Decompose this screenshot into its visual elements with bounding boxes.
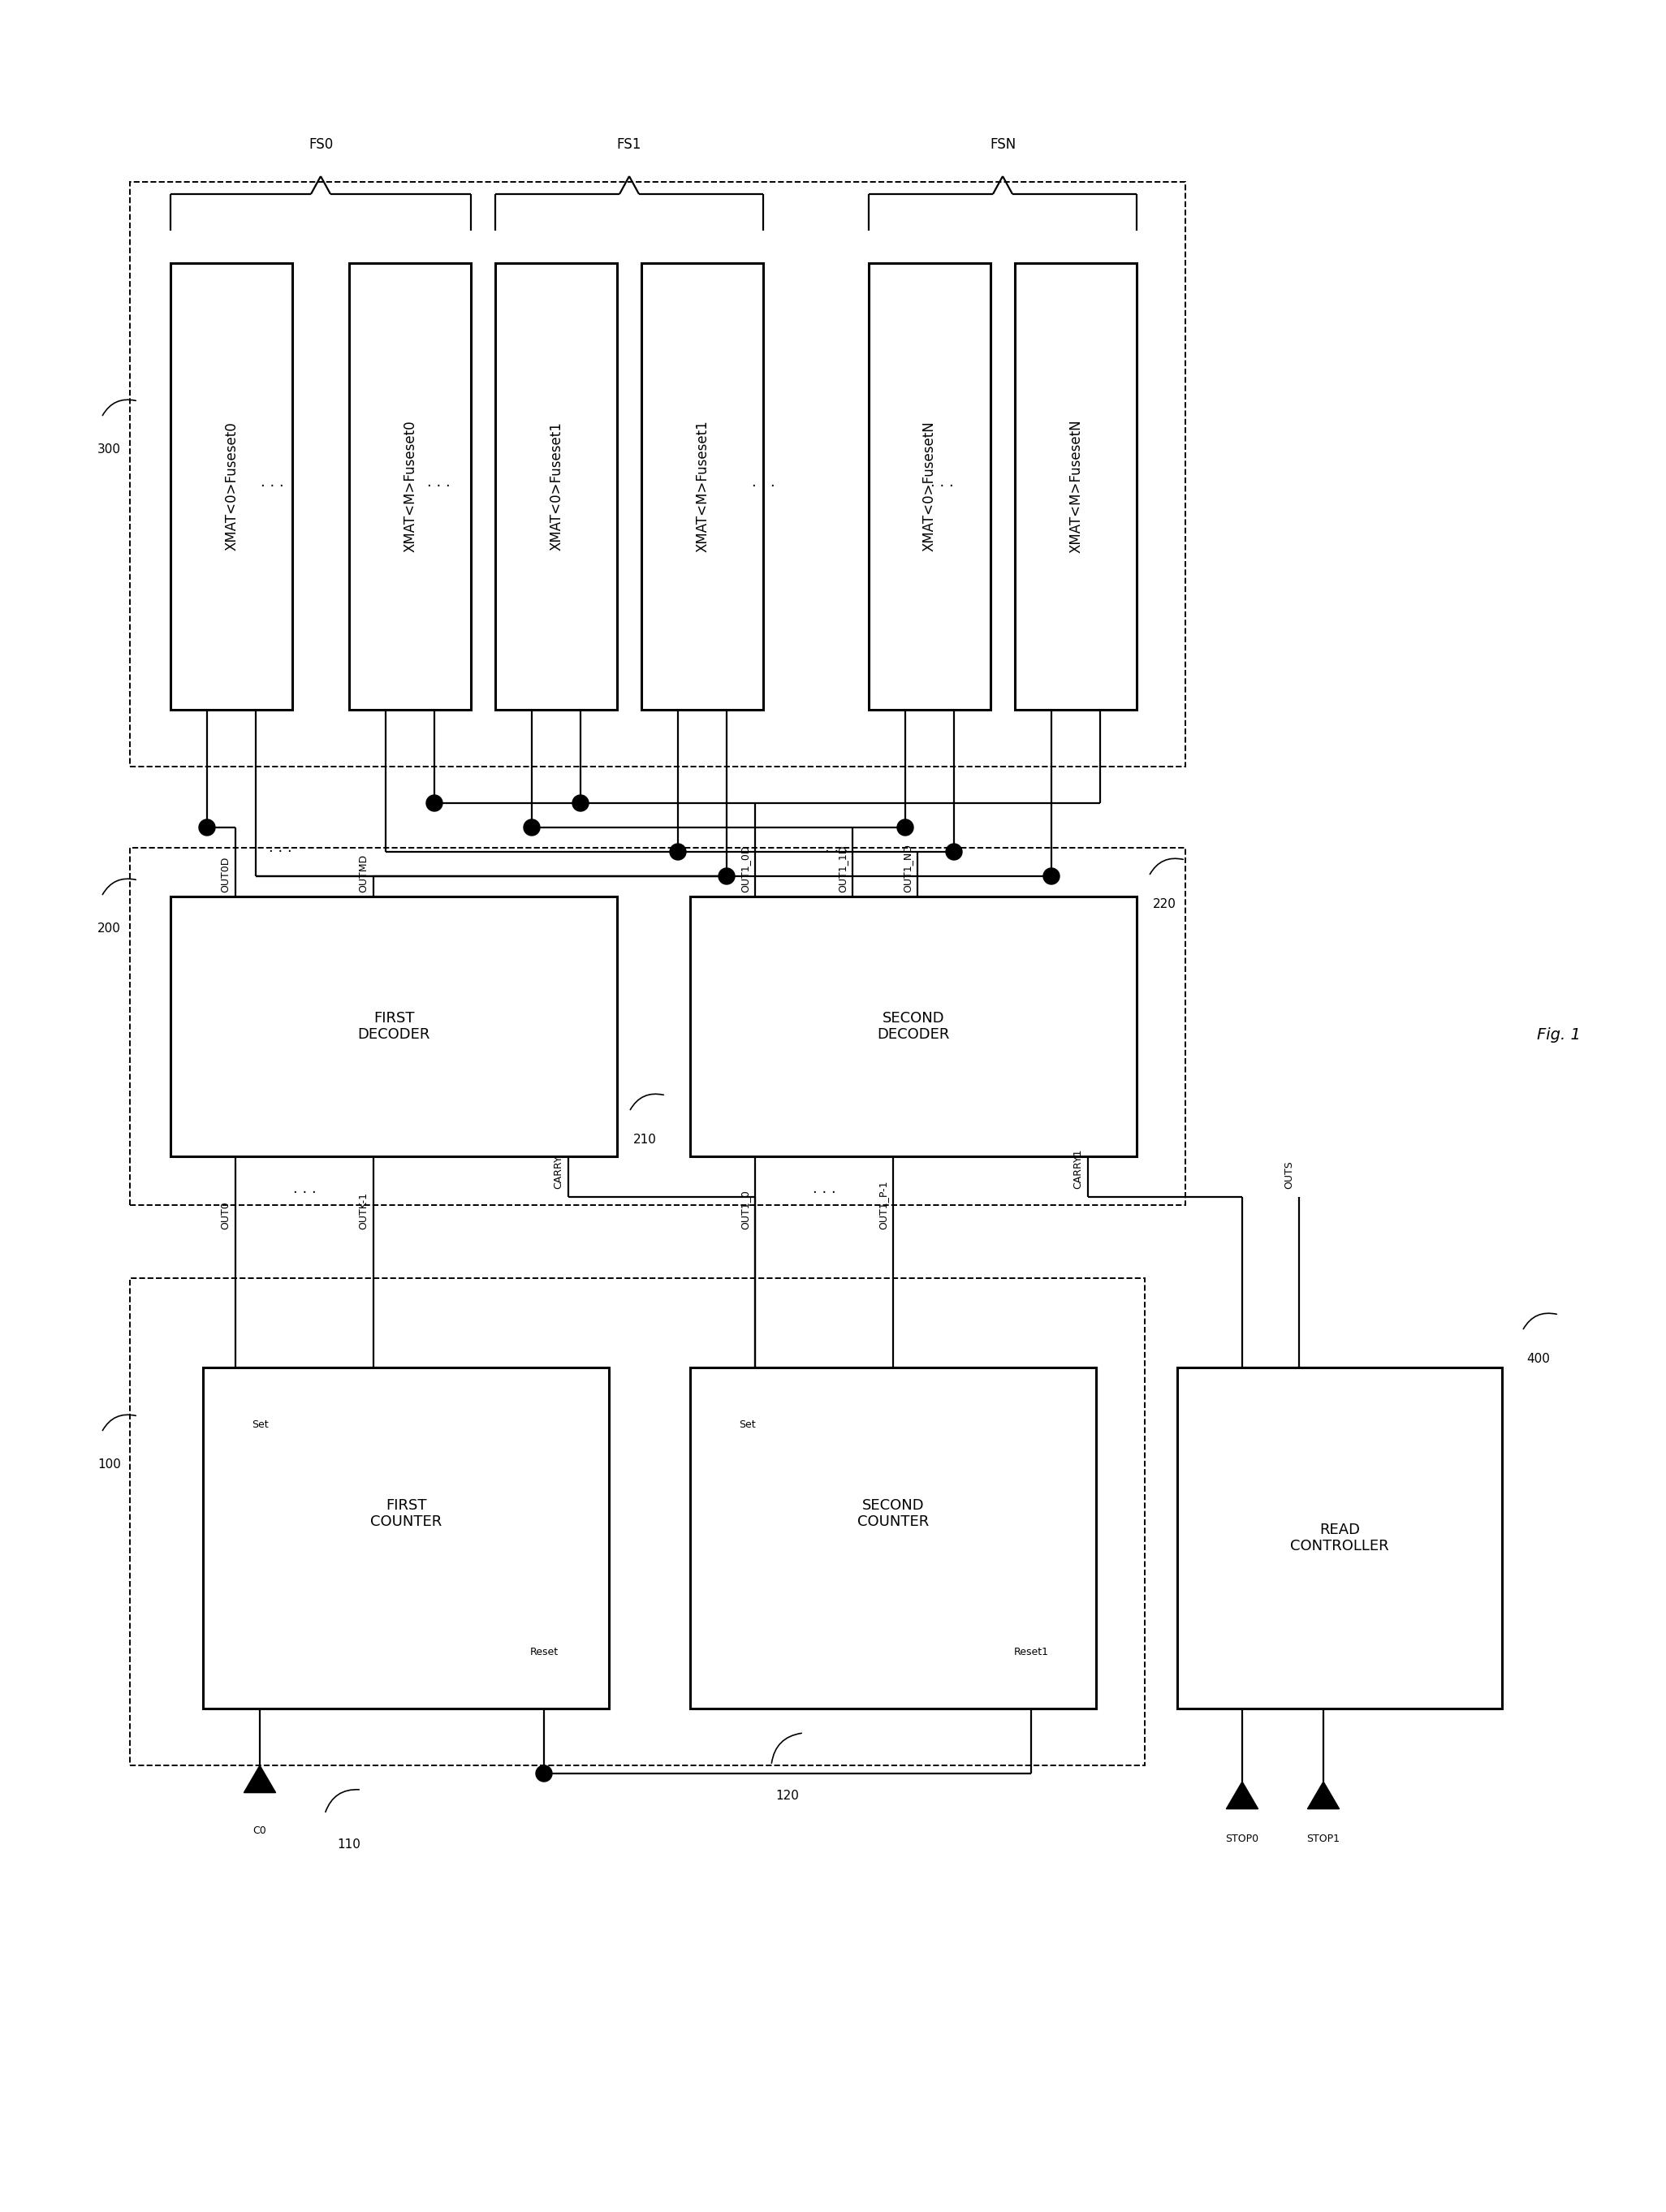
Circle shape bbox=[523, 818, 540, 836]
Text: FIRST
DECODER: FIRST DECODER bbox=[358, 1011, 430, 1042]
Text: 300: 300 bbox=[97, 445, 122, 456]
Circle shape bbox=[670, 843, 686, 860]
Text: 120: 120 bbox=[776, 1790, 800, 1803]
Text: 110: 110 bbox=[338, 1838, 362, 1851]
Text: XMAT<M>Fuseset1: XMAT<M>Fuseset1 bbox=[695, 420, 710, 553]
Polygon shape bbox=[1308, 1781, 1339, 1809]
Bar bbox=[690, 1367, 1096, 1708]
Bar bbox=[868, 263, 991, 710]
Text: OUT0D: OUT0D bbox=[220, 856, 232, 891]
Circle shape bbox=[896, 818, 913, 836]
Text: · · ·: · · · bbox=[825, 845, 848, 858]
Polygon shape bbox=[243, 1765, 275, 1792]
Text: OUT1_ND: OUT1_ND bbox=[903, 843, 913, 891]
Text: · · ·: · · · bbox=[426, 480, 450, 493]
Text: STOP1: STOP1 bbox=[1306, 1834, 1339, 1845]
Text: 220: 220 bbox=[1153, 898, 1176, 911]
Bar bbox=[641, 263, 763, 710]
Circle shape bbox=[573, 794, 588, 812]
Text: FS1: FS1 bbox=[616, 137, 641, 153]
Circle shape bbox=[536, 1765, 551, 1781]
Bar bbox=[170, 896, 616, 1157]
Text: Reset: Reset bbox=[530, 1646, 558, 1657]
Text: FSN: FSN bbox=[990, 137, 1016, 153]
Bar bbox=[130, 1279, 1145, 1765]
Bar bbox=[170, 263, 292, 710]
Bar bbox=[130, 181, 1186, 768]
Bar bbox=[350, 263, 471, 710]
Text: STOP0: STOP0 bbox=[1226, 1834, 1259, 1845]
Text: Reset1: Reset1 bbox=[1013, 1646, 1048, 1657]
Text: XMAT<M>Fuseset0: XMAT<M>Fuseset0 bbox=[403, 420, 416, 553]
Text: · · ·: · · · bbox=[751, 480, 775, 493]
Text: READ
CONTROLLER: READ CONTROLLER bbox=[1289, 1522, 1389, 1553]
Circle shape bbox=[718, 867, 735, 885]
Text: · · ·: · · · bbox=[293, 1186, 317, 1201]
Text: Set: Set bbox=[738, 1420, 755, 1429]
Text: OUT1_P-1: OUT1_P-1 bbox=[878, 1181, 888, 1230]
Circle shape bbox=[426, 794, 443, 812]
Text: SECOND
COUNTER: SECOND COUNTER bbox=[858, 1498, 930, 1528]
Text: OUTS: OUTS bbox=[1284, 1161, 1294, 1188]
Bar bbox=[1178, 1367, 1503, 1708]
Text: XMAT<0>Fuseset1: XMAT<0>Fuseset1 bbox=[548, 422, 563, 551]
Text: 200: 200 bbox=[97, 922, 122, 936]
Bar bbox=[1015, 263, 1136, 710]
Text: 400: 400 bbox=[1526, 1354, 1549, 1365]
Bar bbox=[130, 847, 1186, 1206]
Text: FS0: FS0 bbox=[308, 137, 333, 153]
Text: FIRST
COUNTER: FIRST COUNTER bbox=[370, 1498, 441, 1528]
Bar bbox=[495, 263, 616, 710]
Text: XMAT<M>FusesetN: XMAT<M>FusesetN bbox=[1068, 420, 1083, 553]
Text: · · ·: · · · bbox=[268, 845, 292, 858]
Circle shape bbox=[1043, 867, 1060, 885]
Text: OUT1_1D: OUT1_1D bbox=[838, 845, 848, 891]
Text: · · ·: · · · bbox=[260, 480, 283, 493]
Circle shape bbox=[198, 818, 215, 836]
Text: · · ·: · · · bbox=[930, 480, 953, 493]
Text: OUTK-1: OUTK-1 bbox=[358, 1192, 368, 1230]
Text: 100: 100 bbox=[97, 1460, 122, 1471]
Text: Set: Set bbox=[252, 1420, 268, 1429]
Circle shape bbox=[946, 843, 961, 860]
Text: OUTMD: OUTMD bbox=[358, 854, 368, 891]
Text: · · ·: · · · bbox=[813, 1186, 836, 1201]
Text: Fig. 1: Fig. 1 bbox=[1538, 1026, 1581, 1042]
Text: CARRY: CARRY bbox=[553, 1155, 563, 1188]
Text: OUT1_0: OUT1_0 bbox=[740, 1190, 751, 1230]
Text: XMAT<0>Fuseset0: XMAT<0>Fuseset0 bbox=[225, 422, 238, 551]
Text: OUT0: OUT0 bbox=[220, 1201, 232, 1230]
Polygon shape bbox=[1226, 1781, 1258, 1809]
Bar bbox=[690, 896, 1136, 1157]
Bar bbox=[203, 1367, 608, 1708]
Text: C0: C0 bbox=[253, 1825, 267, 1836]
Text: SECOND
DECODER: SECOND DECODER bbox=[876, 1011, 950, 1042]
Text: OUT1_0D: OUT1_0D bbox=[740, 845, 751, 891]
Text: CARRY1: CARRY1 bbox=[1073, 1148, 1083, 1188]
Text: 210: 210 bbox=[633, 1135, 656, 1146]
Text: XMAT<0>FusesetN: XMAT<0>FusesetN bbox=[923, 420, 936, 551]
